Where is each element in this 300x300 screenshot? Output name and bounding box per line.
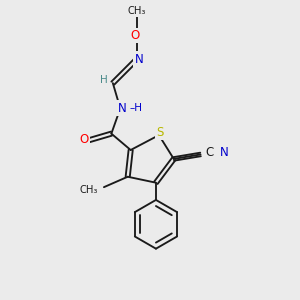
Text: –H: –H (129, 103, 142, 113)
Text: H: H (100, 75, 108, 85)
Text: S: S (157, 126, 164, 139)
Text: C: C (205, 146, 213, 160)
Text: O: O (130, 29, 140, 42)
Text: O: O (79, 133, 88, 146)
Text: N: N (220, 146, 229, 160)
Text: CH₃: CH₃ (128, 6, 146, 16)
Text: N: N (117, 102, 126, 115)
Text: N: N (135, 53, 143, 66)
Text: CH₃: CH₃ (79, 185, 98, 195)
